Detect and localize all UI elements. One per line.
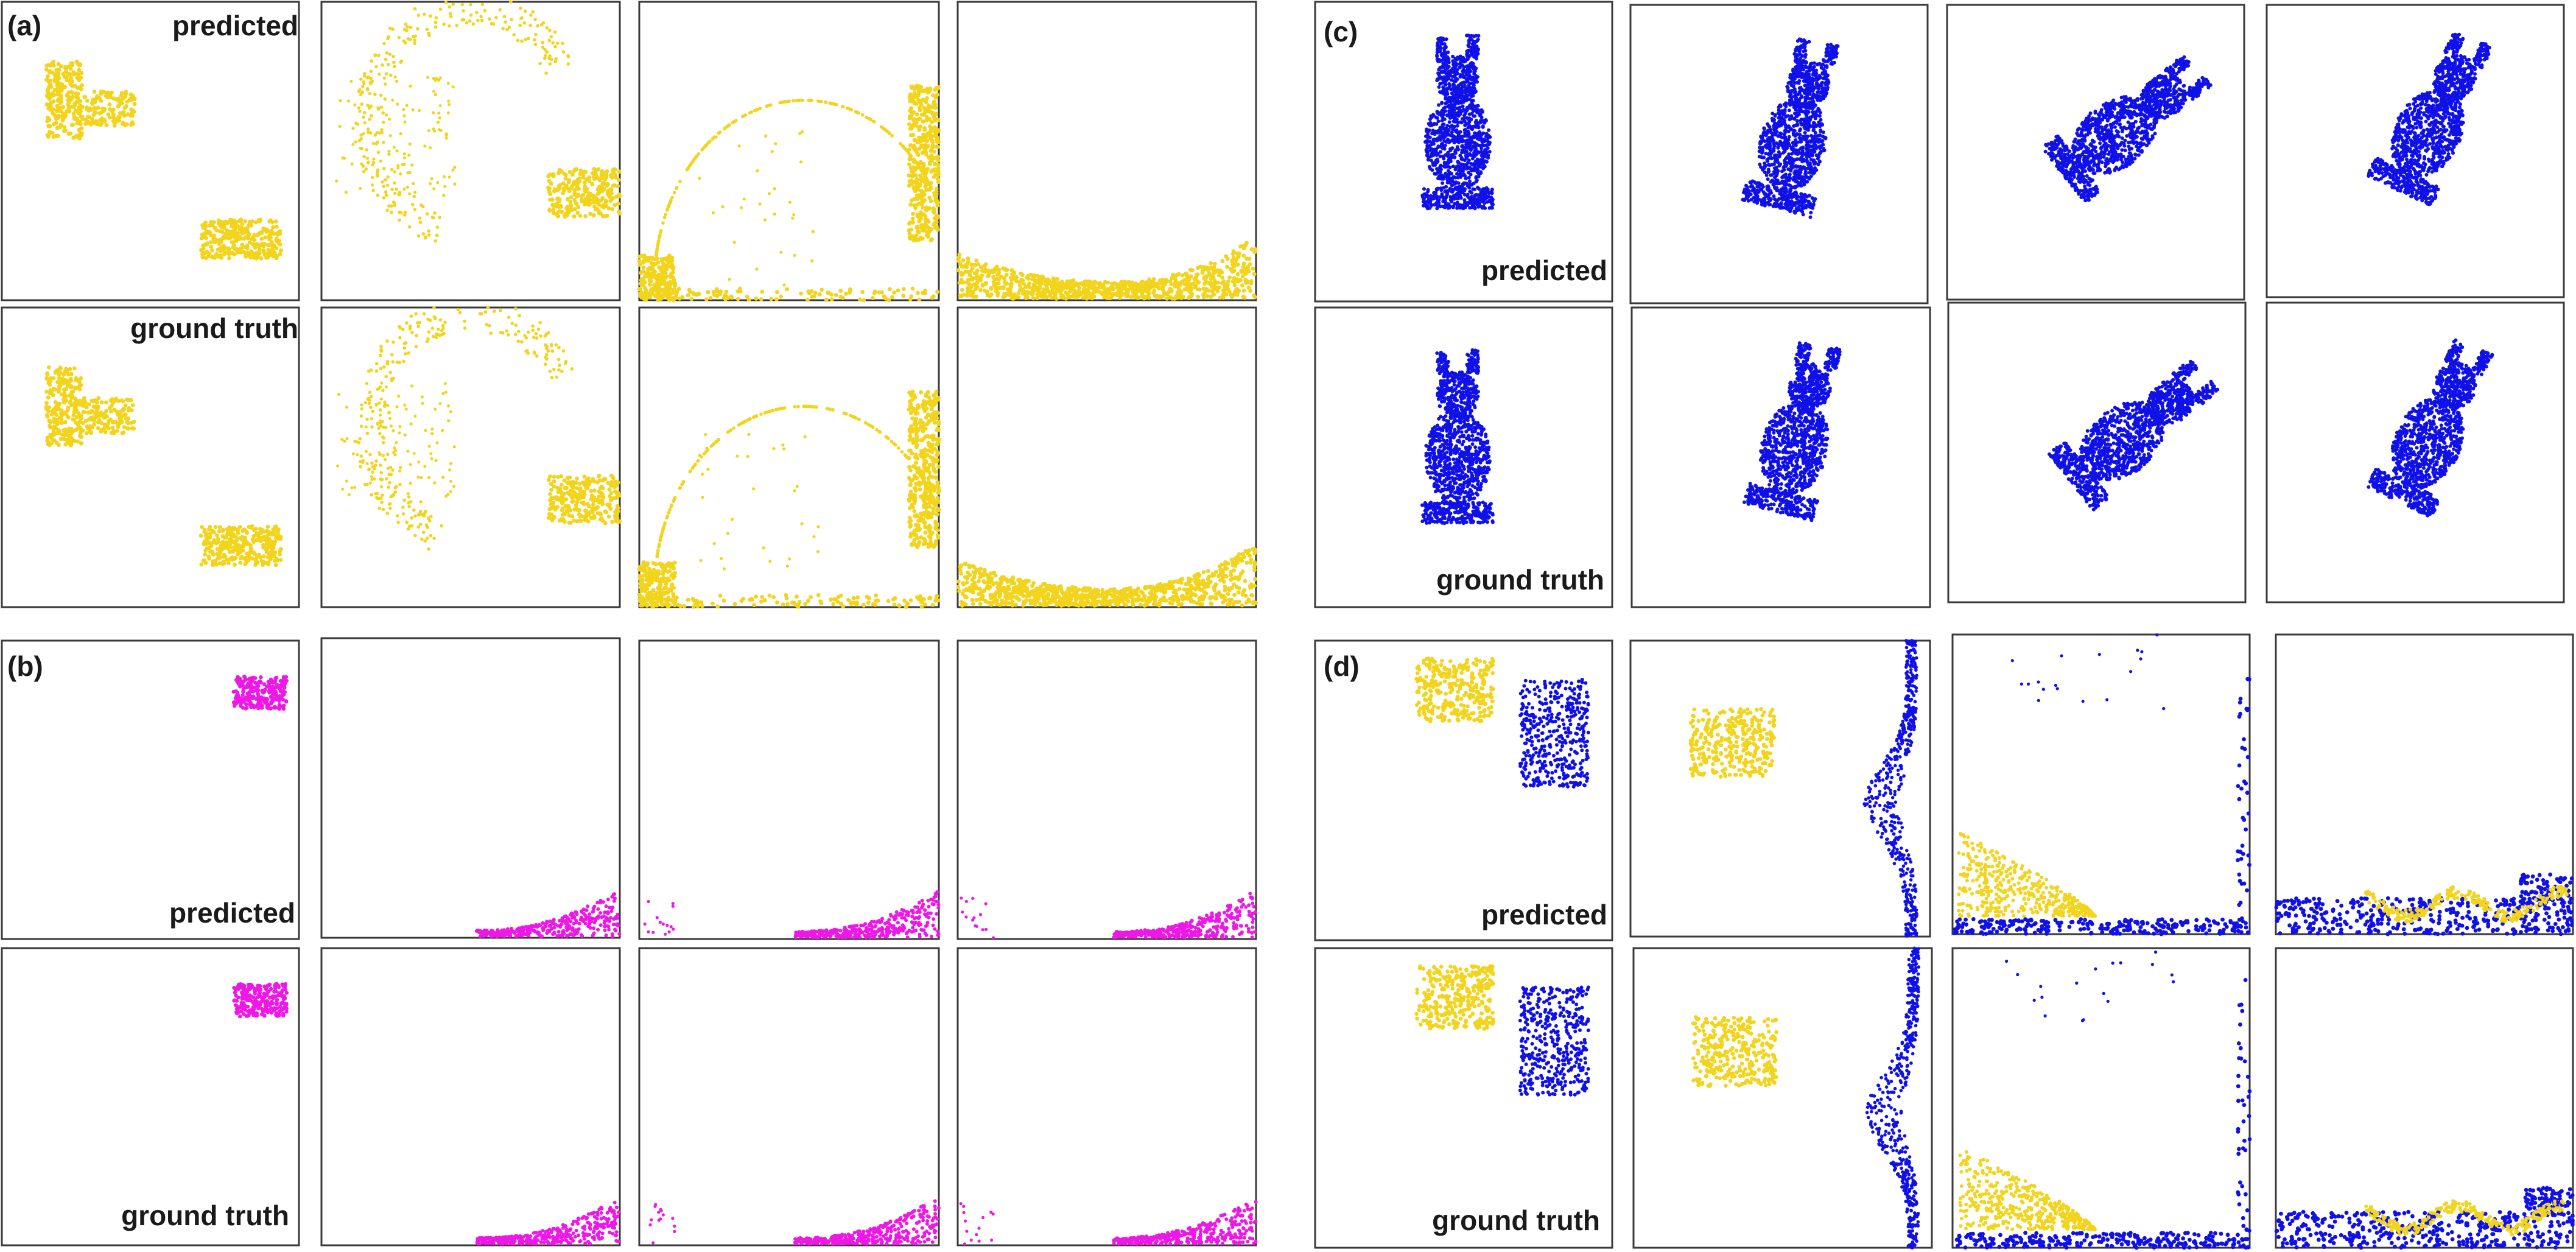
particle-cloud xyxy=(1862,639,1918,938)
panel-d-predicted-label: predicted xyxy=(1481,899,1607,930)
particle-cloud xyxy=(2043,55,2213,203)
particle-cloud xyxy=(231,674,289,711)
panel-c-ground-truth-label: ground truth xyxy=(1436,564,1604,596)
panel-c-predicted-label: predicted xyxy=(1481,255,1607,286)
panel-b-predicted-label: predicted xyxy=(169,897,295,929)
particle-cloud xyxy=(1420,33,1495,211)
particle-cloud xyxy=(1956,832,2097,918)
particle-cloud xyxy=(1953,633,2251,937)
particle-cloud xyxy=(474,892,622,938)
subplot-frame xyxy=(1947,301,2247,603)
panel-d-label: (d) xyxy=(1324,650,1360,682)
panel-d-ground-truth-label: ground truth xyxy=(1432,1205,1600,1236)
subplot-frame xyxy=(956,1,1257,301)
subplot-frame xyxy=(638,1,940,301)
particle-cloud xyxy=(956,547,1258,608)
particle-cloud xyxy=(959,1200,1258,1246)
particle-cloud xyxy=(232,982,289,1019)
particle-cloud xyxy=(1958,1150,2097,1232)
subplot-frame xyxy=(638,947,940,1247)
subplot-frame xyxy=(320,947,621,1247)
subplot-frame xyxy=(1,639,300,940)
particle-cloud xyxy=(44,365,283,568)
panel-a-label: (a) xyxy=(7,10,41,41)
particle-cloud xyxy=(2274,872,2574,937)
particle-cloud xyxy=(1414,656,1495,723)
subplot-frame xyxy=(956,947,1257,1247)
particle-cloud xyxy=(637,83,941,303)
particle-cloud xyxy=(643,890,941,940)
panel-a-predicted-label: predicted xyxy=(172,10,298,41)
particle-cloud xyxy=(2364,1199,2566,1237)
particle-cloud xyxy=(960,892,1257,940)
particle-cloud xyxy=(475,1200,620,1246)
subplot-frame xyxy=(320,637,621,939)
panel-a-ground-truth-label: ground truth xyxy=(130,312,298,344)
subplot-frame xyxy=(956,306,1257,608)
particle-layer xyxy=(44,0,2575,1250)
particle-cloud xyxy=(956,241,1258,301)
particle-cloud xyxy=(2367,338,2494,518)
particle-cloud xyxy=(335,0,622,243)
particle-cloud xyxy=(2048,359,2220,512)
subplot-frame xyxy=(638,306,940,608)
particle-cloud xyxy=(1420,348,1495,526)
particle-cloud xyxy=(335,306,622,551)
panel-c-label: (c) xyxy=(1324,16,1358,47)
particle-cloud xyxy=(1691,1015,1778,1088)
panel-b-label: (b) xyxy=(7,650,43,682)
subplot-frame xyxy=(1629,639,1931,938)
text-layer: (a) predicted ground truth (b) predicted… xyxy=(7,10,1607,1236)
particle-cloud xyxy=(1741,37,1840,219)
subplot-frame xyxy=(638,639,940,940)
subplot-frame xyxy=(1314,639,1613,941)
particle-cloud xyxy=(1688,707,1777,779)
subplot-frame xyxy=(320,1,621,301)
particle-cloud xyxy=(1742,341,1842,522)
subplot-frame xyxy=(956,639,1257,940)
particle-cloud xyxy=(2364,884,2569,924)
particle-cloud xyxy=(2367,32,2491,206)
particle-cloud xyxy=(637,389,941,609)
particle-cloud xyxy=(44,59,283,261)
subplot-frame xyxy=(2275,633,2574,935)
particle-cloud xyxy=(1518,985,1590,1097)
particle-cloud xyxy=(1865,946,1921,1250)
subplot-frame xyxy=(320,306,621,608)
subplot-frame xyxy=(1632,947,1933,1249)
particle-cloud xyxy=(1954,950,2252,1250)
panel-b-ground-truth-label: ground truth xyxy=(121,1200,289,1231)
particle-cloud xyxy=(1518,678,1590,789)
particle-cloud xyxy=(1414,964,1495,1031)
particle-cloud xyxy=(648,1199,941,1246)
